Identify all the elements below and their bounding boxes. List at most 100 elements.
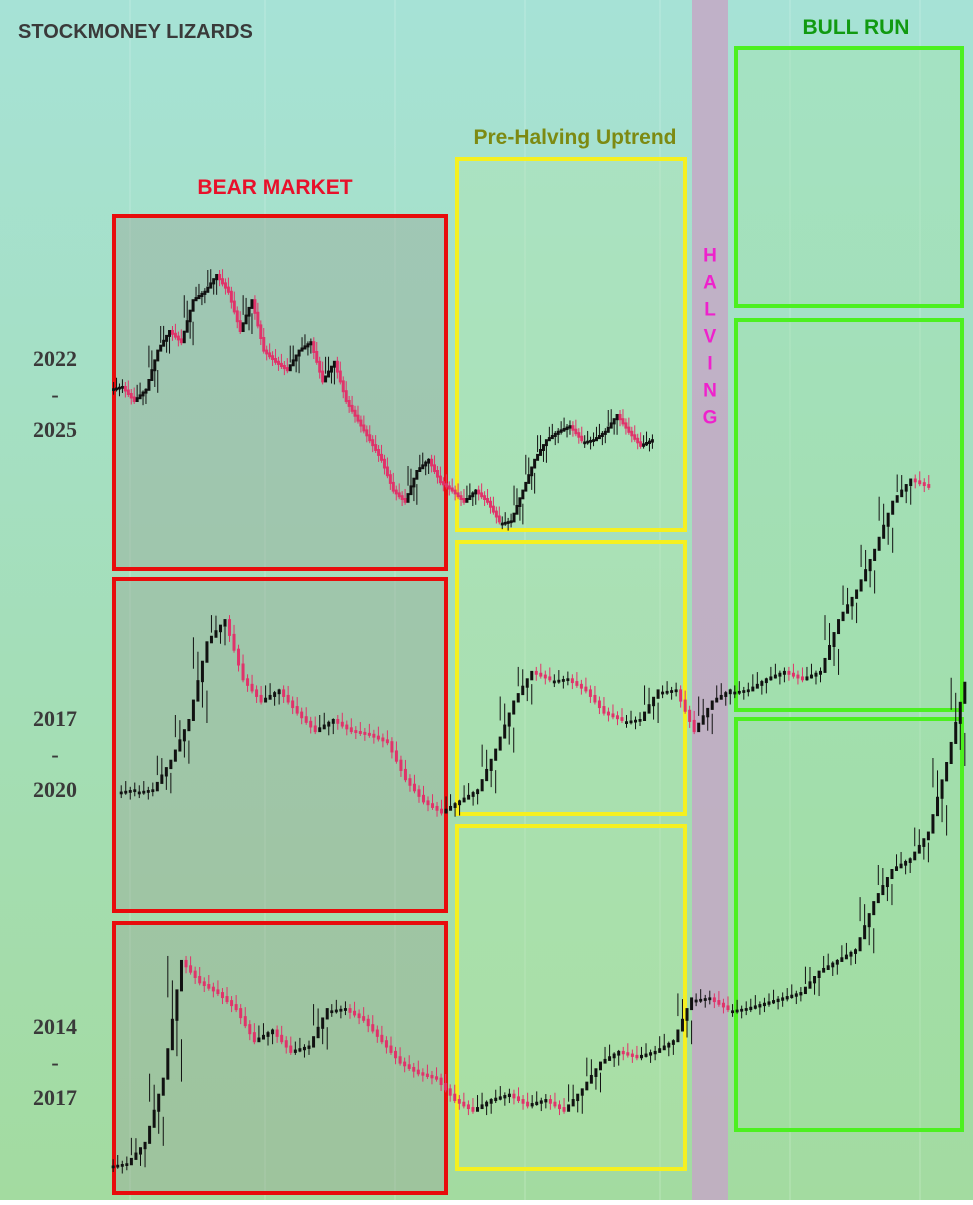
candle [808, 981, 812, 989]
candle [850, 596, 854, 607]
candle [144, 388, 148, 394]
candle [922, 838, 926, 847]
candle [205, 641, 209, 663]
candle [247, 306, 251, 317]
candle [823, 657, 827, 673]
candle [864, 569, 868, 582]
candle [544, 1099, 548, 1103]
candle [271, 355, 275, 360]
candle [141, 391, 145, 397]
candle [294, 354, 298, 362]
candle [300, 711, 304, 719]
candle [462, 797, 466, 803]
candle [611, 713, 615, 718]
halving-label: HALVING [700, 246, 721, 435]
candle [315, 351, 319, 363]
candle [667, 1042, 671, 1048]
candle [724, 692, 728, 697]
candle [769, 676, 773, 681]
candle [471, 1107, 475, 1112]
candle [592, 439, 596, 442]
candle [755, 683, 759, 689]
candle [179, 959, 183, 992]
candle [694, 999, 698, 1003]
candle [344, 390, 348, 402]
candle [593, 694, 597, 703]
candle [216, 989, 220, 995]
candle [440, 808, 444, 814]
candle [647, 440, 651, 444]
candle [142, 790, 146, 794]
candle [170, 1018, 174, 1051]
candle [494, 748, 498, 761]
candle [625, 721, 629, 724]
candle [415, 470, 419, 480]
candle [191, 699, 195, 721]
candle [580, 1088, 584, 1096]
candle [407, 1064, 411, 1069]
candle [574, 428, 578, 435]
candle [548, 1099, 552, 1104]
candle [615, 715, 619, 720]
row-label: 2025 [33, 417, 77, 442]
candle [575, 681, 579, 686]
candle [818, 670, 822, 675]
candle [922, 482, 926, 487]
candle [166, 1048, 170, 1080]
candle [597, 435, 601, 440]
candle [165, 334, 169, 342]
candle [885, 877, 889, 888]
candle [589, 1074, 593, 1084]
candle [629, 720, 633, 724]
candle [509, 520, 513, 524]
candle [178, 739, 182, 752]
candle [476, 1107, 480, 1112]
candle [230, 1000, 234, 1007]
candle [776, 998, 780, 1003]
candle [365, 429, 369, 437]
candle [719, 694, 723, 700]
candle [353, 409, 357, 417]
candle [621, 418, 625, 425]
candle [638, 719, 642, 722]
candle [438, 475, 442, 484]
candle [169, 759, 173, 770]
candle [444, 808, 448, 814]
candle [124, 790, 128, 794]
candle [385, 739, 389, 744]
candle [507, 1093, 511, 1098]
candle [588, 689, 592, 697]
candle [444, 1083, 448, 1091]
candle [647, 704, 651, 714]
candle [557, 1104, 561, 1110]
candle [162, 339, 166, 347]
candle [207, 984, 211, 989]
candle [600, 432, 604, 437]
candle [566, 678, 570, 682]
candle [534, 670, 538, 675]
candle [133, 789, 137, 793]
candle [715, 697, 719, 703]
candle [200, 660, 204, 683]
candle [846, 604, 850, 614]
candle [115, 387, 119, 391]
candle [403, 1061, 407, 1067]
candle [562, 428, 566, 432]
candle [182, 330, 186, 344]
candle [120, 1164, 124, 1167]
candle [276, 360, 280, 365]
candle [742, 690, 746, 693]
candle [297, 349, 301, 357]
candle [116, 1164, 120, 1168]
candle [397, 492, 401, 498]
candle [674, 689, 678, 693]
candle [173, 749, 177, 762]
candle [152, 1109, 156, 1128]
candle [926, 831, 930, 841]
candle [621, 1050, 625, 1055]
row-label: 2022 [33, 346, 77, 371]
candle [375, 1029, 379, 1037]
candle [381, 737, 385, 742]
candle [507, 712, 511, 727]
candle [335, 360, 339, 373]
